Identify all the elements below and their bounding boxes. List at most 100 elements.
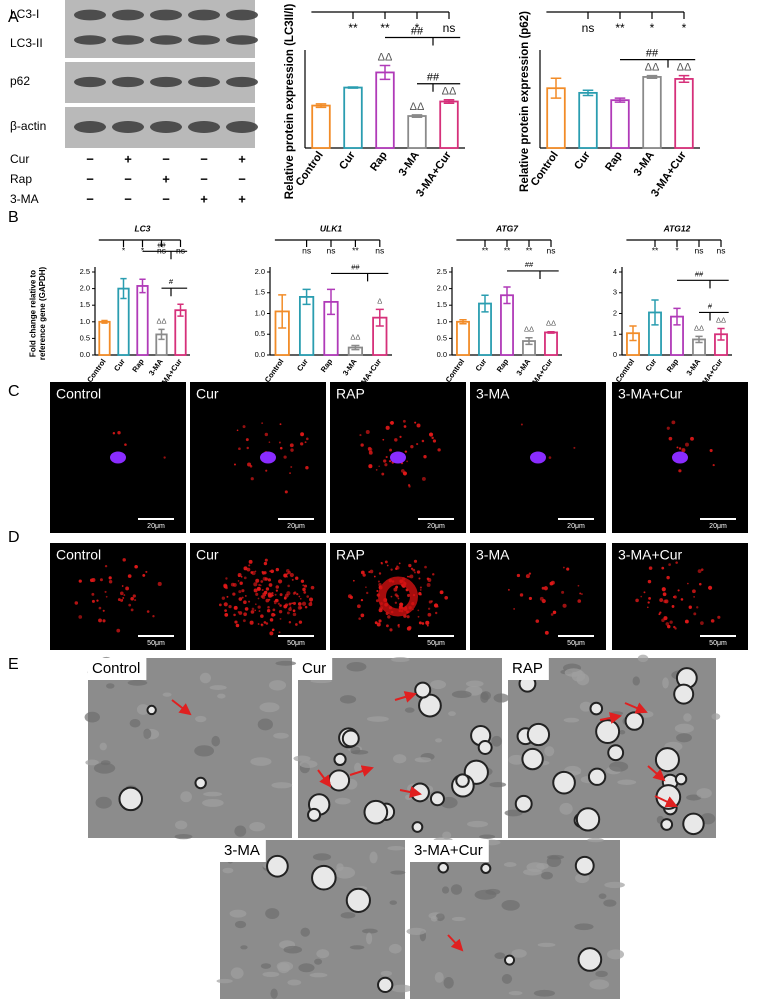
blot-band bbox=[188, 35, 220, 45]
puncta bbox=[675, 561, 678, 564]
puncta bbox=[263, 561, 268, 566]
tem-texture bbox=[203, 791, 223, 797]
puncta bbox=[390, 568, 393, 571]
tem-texture bbox=[589, 979, 610, 990]
puncta bbox=[122, 597, 125, 599]
tem-texture bbox=[240, 945, 248, 950]
puncta bbox=[659, 598, 664, 602]
tem-texture bbox=[211, 735, 221, 747]
tem-texture bbox=[610, 711, 624, 716]
puncta bbox=[277, 579, 283, 584]
tem-texture bbox=[391, 657, 410, 663]
puncta bbox=[432, 573, 435, 576]
puncta bbox=[128, 603, 132, 607]
blot-band bbox=[226, 35, 258, 45]
micrograph bbox=[612, 543, 748, 650]
x-tick-label: Control bbox=[614, 357, 637, 384]
puncta bbox=[238, 447, 241, 451]
x-tick-label: 3-MA bbox=[341, 357, 359, 378]
puncta bbox=[562, 603, 567, 608]
puncta bbox=[268, 593, 273, 598]
blot-band bbox=[226, 76, 258, 88]
tem-texture bbox=[619, 729, 626, 735]
puncta bbox=[360, 443, 364, 447]
vacuole bbox=[455, 773, 470, 788]
puncta bbox=[258, 610, 261, 612]
puncta bbox=[305, 466, 309, 470]
puncta bbox=[383, 459, 387, 463]
puncta bbox=[420, 589, 422, 591]
error-bar bbox=[459, 319, 467, 325]
treatment-mark: − bbox=[200, 171, 208, 186]
puncta bbox=[232, 592, 236, 596]
y-tick-label: 0.0 bbox=[80, 350, 90, 359]
puncta bbox=[396, 594, 399, 598]
vacuole bbox=[552, 770, 576, 795]
puncta bbox=[120, 591, 124, 596]
puncta bbox=[635, 598, 639, 603]
puncta bbox=[306, 595, 310, 598]
error-bar bbox=[547, 331, 555, 334]
panel-label: D bbox=[8, 529, 20, 546]
puncta bbox=[309, 597, 313, 602]
bar bbox=[136, 285, 149, 356]
error-bar bbox=[550, 77, 562, 99]
puncta bbox=[242, 619, 246, 623]
puncta bbox=[365, 586, 367, 588]
puncta bbox=[224, 613, 229, 617]
y-tick-label: 0.5 bbox=[255, 329, 265, 338]
puncta bbox=[261, 571, 266, 575]
tem-texture bbox=[388, 943, 402, 954]
tem-texture bbox=[533, 989, 556, 997]
error-bar bbox=[443, 99, 455, 104]
puncta bbox=[709, 448, 713, 453]
puncta bbox=[398, 562, 401, 565]
tem-texture bbox=[435, 738, 443, 743]
panel-label: A bbox=[8, 9, 19, 26]
tem-texture bbox=[508, 754, 525, 765]
puncta bbox=[690, 436, 694, 441]
tem-texture bbox=[546, 855, 562, 868]
vs-control-mark: ΔΔ bbox=[524, 325, 534, 334]
treatment-mark: + bbox=[124, 151, 132, 166]
tem-texture bbox=[216, 978, 233, 984]
puncta bbox=[238, 575, 241, 578]
puncta bbox=[264, 432, 269, 437]
error-bar bbox=[651, 299, 659, 326]
puncta bbox=[525, 574, 530, 579]
bar bbox=[311, 104, 331, 149]
puncta bbox=[416, 423, 421, 428]
y-tick-label: 1.5 bbox=[255, 288, 265, 297]
puncta bbox=[407, 593, 411, 598]
puncta bbox=[262, 592, 267, 597]
treatment-mark: − bbox=[238, 171, 246, 186]
tem-texture bbox=[362, 928, 378, 934]
puncta bbox=[416, 570, 421, 574]
micrograph-label: RAP bbox=[336, 547, 365, 563]
panel-label: B bbox=[8, 209, 19, 226]
puncta bbox=[300, 432, 305, 437]
puncta bbox=[287, 584, 290, 588]
bar bbox=[375, 71, 395, 149]
puncta bbox=[290, 465, 293, 468]
tem-arrow bbox=[349, 765, 374, 777]
error-bar bbox=[525, 336, 533, 346]
y-tick-label: 1 bbox=[613, 329, 617, 338]
puncta bbox=[365, 429, 370, 434]
tem-texture bbox=[617, 779, 637, 785]
blot-band bbox=[150, 76, 182, 88]
treatment-mark: − bbox=[86, 171, 94, 186]
tem-texture bbox=[637, 654, 649, 663]
tem-texture bbox=[354, 762, 362, 773]
puncta bbox=[418, 592, 422, 596]
treatment-mark: − bbox=[86, 151, 94, 166]
tem-texture bbox=[209, 685, 227, 690]
tem-texture bbox=[563, 717, 580, 723]
significance-label: ns bbox=[157, 245, 166, 255]
tem-texture bbox=[84, 711, 100, 723]
puncta bbox=[223, 584, 228, 589]
puncta bbox=[444, 595, 449, 600]
y-axis-title: Relative protein expression (p62) bbox=[519, 11, 531, 192]
puncta bbox=[368, 447, 373, 452]
puncta bbox=[253, 588, 258, 593]
